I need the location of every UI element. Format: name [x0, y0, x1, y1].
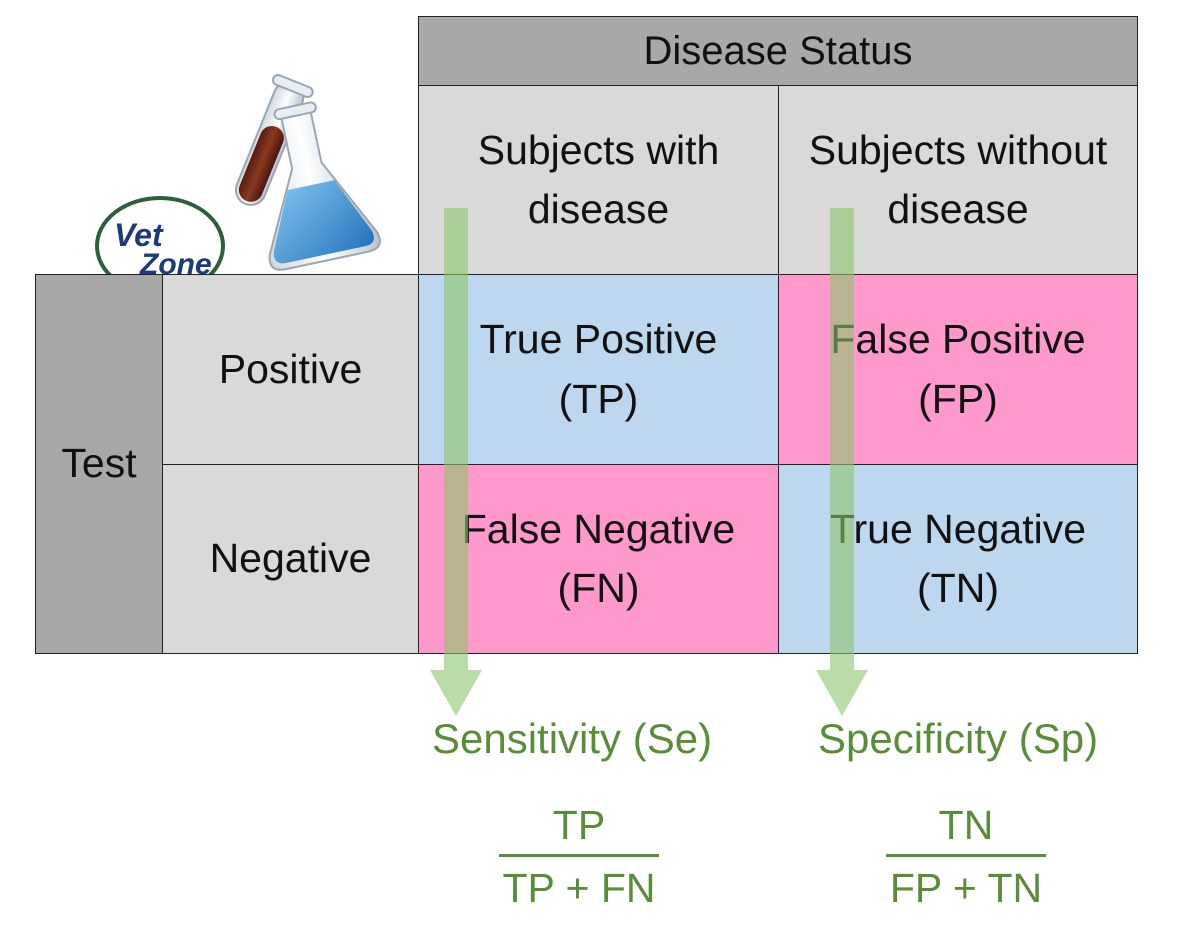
- specificity-denominator: FP + TN: [889, 865, 1043, 911]
- disease-status-label: Disease Status: [643, 29, 913, 73]
- logo-text-vet: Vet: [114, 217, 164, 253]
- tp-label: True Positive: [479, 316, 718, 363]
- tn-label: True Negative: [830, 505, 1086, 552]
- cell-false-negative: False Negative (FN): [418, 464, 779, 654]
- specificity-fraction-bar: [886, 854, 1046, 857]
- col-with-line2: disease: [527, 186, 670, 232]
- tn-abbr: (TN): [917, 565, 999, 611]
- cell-true-positive: True Positive (TP): [418, 274, 779, 465]
- row-positive: Positive: [162, 274, 419, 465]
- fp-label: False Positive: [830, 316, 1086, 363]
- fp-abbr: (FP): [918, 375, 998, 422]
- col-subjects-with-disease: Subjects with disease: [418, 85, 779, 275]
- specificity-formula: TN FP + TN: [886, 800, 1046, 913]
- disease-status-header: Disease Status: [418, 16, 1138, 86]
- specificity-label: Specificity (Sp): [818, 715, 1099, 762]
- fn-abbr: (FN): [557, 565, 640, 611]
- test-label: Test: [61, 440, 137, 487]
- negative-label: Negative: [209, 535, 372, 582]
- sensitivity-fraction-bar: [499, 854, 659, 857]
- sensitivity-numerator: TP: [552, 802, 606, 848]
- positive-label: Positive: [218, 345, 363, 392]
- specificity-numerator: TN: [938, 802, 994, 848]
- row-negative: Negative: [162, 464, 419, 654]
- vetzone-logo: Vet Zone: [95, 74, 381, 296]
- sensitivity-formula: TP TP + FN: [499, 800, 659, 913]
- fn-label: False Negative: [461, 505, 736, 552]
- col-with-line1: Subjects with: [477, 126, 720, 173]
- tp-abbr: (TP): [558, 375, 639, 422]
- flask-icon: [268, 101, 381, 271]
- sensitivity-arrow: [430, 208, 482, 716]
- sensitivity-denominator: TP + FN: [502, 865, 656, 911]
- specificity-arrow: [816, 208, 868, 716]
- test-row-header: Test: [35, 274, 163, 654]
- col-without-line1: Subjects without: [808, 126, 1108, 173]
- sensitivity-label: Sensitivity (Se): [432, 715, 713, 762]
- col-without-line2: disease: [887, 186, 1029, 232]
